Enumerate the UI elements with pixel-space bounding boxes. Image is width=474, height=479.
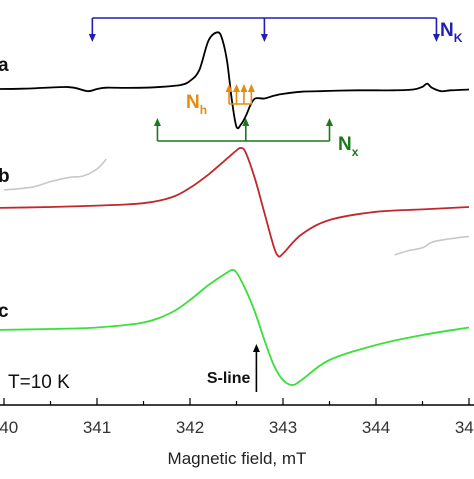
nh-arrow-head [240, 84, 248, 92]
curve-label-b: b [0, 166, 10, 187]
temperature-label: T=10 K [8, 372, 70, 393]
inset-line-b-inset-left [3, 158, 107, 191]
x-tick-label: 342 [176, 418, 204, 437]
x-tick-label: 341 [83, 418, 111, 437]
nx-label-subscript: x [352, 145, 359, 159]
sline-label: S-line [207, 370, 251, 387]
curve-labels-layer: a b c T=10 K [0, 55, 70, 393]
x-axis-title: Magnetic field, mT [168, 449, 307, 468]
nh-label: Nh [186, 92, 207, 117]
nx-label: Nx [338, 134, 359, 159]
nk-arrow-head [432, 34, 440, 42]
axes-layer: 340 341 342 343 344 345 Magnetic field, mT [0, 398, 474, 468]
curve-label-a: a [0, 55, 9, 76]
series-line-a [0, 31, 470, 130]
nh-arrow-head [233, 84, 240, 92]
nx-arrow-head [242, 118, 250, 126]
nk-label-subscript: K [454, 31, 463, 45]
x-tick-label: 344 [362, 418, 390, 437]
nk-arrow-head [88, 34, 96, 42]
series-line-b [0, 146, 470, 258]
x-tick-label: 340 [0, 418, 18, 437]
curves-layer [0, 31, 470, 386]
nk-arrow-head [260, 34, 268, 42]
nk-label: NK [440, 20, 463, 45]
nx-arrow-head [153, 118, 161, 126]
nh-arrow-head [247, 84, 255, 92]
nh-label-subscript: h [200, 103, 207, 117]
x-tick-label: 345 [455, 418, 474, 437]
inset-line-b-inset-right [394, 235, 470, 256]
annotations-layer: NK Nh Nx S-line [88, 17, 463, 392]
curve-label-c: c [0, 301, 9, 322]
nh-arrow-head [225, 84, 233, 92]
x-tick-label: 343 [269, 418, 297, 437]
sline-arrow-head [252, 344, 260, 352]
series-line-c [0, 269, 470, 386]
x-ticks-group: 340 341 342 343 344 345 [0, 398, 474, 437]
nx-arrow-head [326, 118, 333, 126]
